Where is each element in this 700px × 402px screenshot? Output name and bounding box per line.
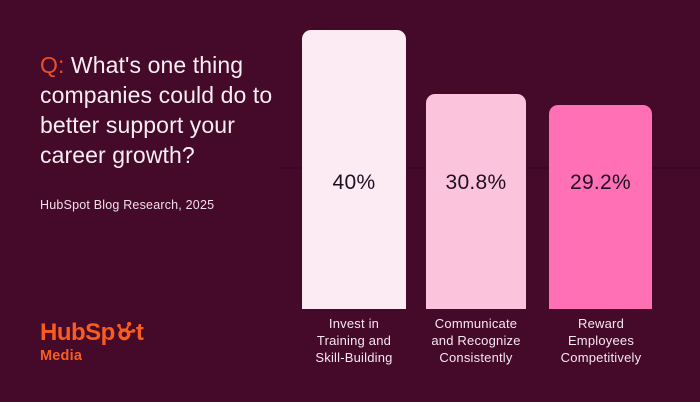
value-label: 40%	[332, 171, 376, 194]
category-label: Reward Employees Competitively	[560, 316, 642, 365]
hubspot-sprocket-icon	[116, 321, 136, 341]
question-prefix: Q:	[40, 52, 65, 78]
source-citation: HubSpot Blog Research, 2025	[40, 198, 215, 212]
category-label: Communicate and Recognize Consistently	[431, 316, 521, 365]
wordmark-post: t	[135, 319, 144, 346]
logo-media-label: Media	[40, 348, 83, 364]
wordmark-pre: HubSp	[40, 319, 115, 346]
bar-communicate-recognize	[426, 94, 526, 309]
question-title: Q: What's one thing companies could do to…	[40, 50, 274, 170]
value-label: 30.8%	[445, 171, 507, 194]
question-text: What's one thing companies could do to b…	[40, 52, 273, 168]
bar-reward-competitively	[549, 105, 652, 309]
hubspot-wordmark: HubSp t	[40, 319, 144, 347]
category-label: Invest in Training and Skill-Building	[315, 316, 393, 365]
hubspot-logo: HubSp t Media	[40, 319, 144, 364]
value-label: 29.2%	[569, 171, 632, 194]
bar-invest-training	[302, 30, 406, 309]
